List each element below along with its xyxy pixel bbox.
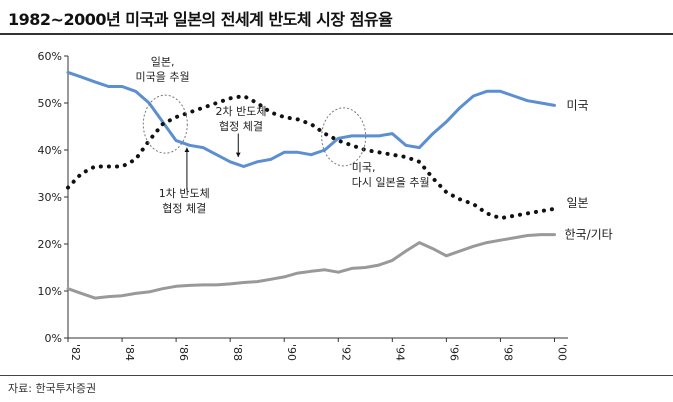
y-axis-ticks: 0% 10% 20% 30% 40% 50% 60%	[38, 50, 68, 345]
annotation-line: 미국,	[352, 161, 376, 174]
y-tick-label: 20%	[38, 238, 62, 251]
source-note: 자료: 한국투자증권	[8, 382, 97, 395]
x-tick-label: '96	[447, 344, 460, 361]
annotation-line: 1차 반도체	[159, 187, 210, 200]
source-divider	[0, 375, 673, 376]
annotation-usa-reovertakes: 미국, 다시 일본을 추월	[352, 161, 430, 189]
x-tick-label: '92	[339, 344, 352, 361]
arrow-agreement-2-head	[235, 152, 241, 158]
crossover-circle-1	[142, 94, 188, 154]
annotation-line: 협정 체결	[219, 120, 263, 133]
annotation-line: 2차 반도체	[215, 105, 266, 118]
x-tick-label: '90	[285, 344, 298, 361]
x-tick-label: '84	[123, 344, 136, 361]
market-share-chart: 0%10%20%30%40%50%60% '82'84'86'88'90'92 '…	[38, 50, 613, 361]
annotation-line: 미국을 추월	[136, 70, 190, 83]
annotation-line: 일본,	[151, 54, 175, 68]
y-tick-label: 0%	[45, 332, 62, 345]
crossover-circle-2	[321, 107, 367, 167]
series-line-1	[66, 94, 557, 221]
x-tick-label: '00	[555, 344, 568, 361]
y-tick-label: 10%	[38, 285, 62, 298]
chart-title: 1982~2000년 미국과 일본의 전세계 반도체 시장 점유율	[8, 10, 393, 29]
annotation-line: 다시 일본을 추월	[352, 175, 430, 189]
annotation-japan-overtakes: 일본, 미국을 추월	[136, 54, 190, 83]
arrow-agreement-1-head	[184, 147, 190, 153]
series-line-0	[66, 70, 556, 168]
x-tick-label: '88	[231, 344, 244, 361]
x-tick-label: '94	[393, 344, 406, 361]
x-axis-ticks: '82 '84 '86 '88 '90 '92 '94 '96 '98 '00	[67, 338, 568, 361]
series-lines	[66, 70, 557, 300]
series-label-0: 미국	[566, 98, 588, 112]
x-tick-label: '98	[501, 344, 514, 361]
x-tick-label: '86	[177, 344, 190, 361]
x-tick-label: '82	[69, 344, 82, 361]
y-tick-label: 50%	[38, 97, 62, 110]
y-tick-label: 40%	[38, 144, 62, 157]
annotation-line: 협정 체결	[162, 202, 206, 215]
y-tick-label: 30%	[38, 191, 62, 204]
series-label-1: 일본	[566, 196, 588, 210]
y-tick-label: 60%	[38, 50, 62, 63]
series-line-2	[66, 233, 556, 300]
title-divider	[0, 33, 673, 35]
series-label-2: 한국/기타	[564, 228, 612, 242]
